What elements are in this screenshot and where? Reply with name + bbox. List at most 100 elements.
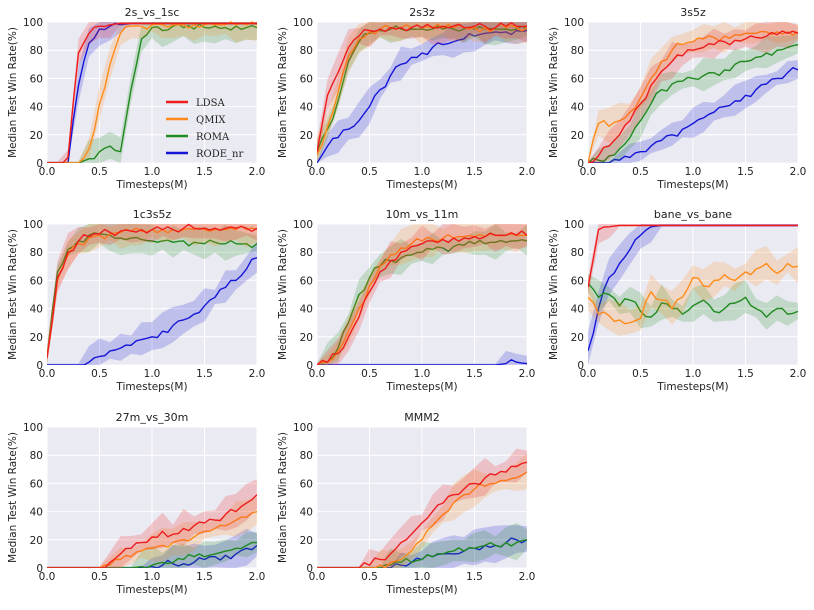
y-tick-label: 60	[300, 478, 313, 490]
series-line-roma	[588, 282, 798, 318]
x-tick-label: 1.5	[196, 571, 213, 583]
x-tick-label: 0.5	[361, 571, 378, 583]
band-ldsa	[47, 479, 257, 568]
x-tick-label: 1.0	[414, 571, 431, 583]
band-roma	[47, 22, 257, 163]
series-line-rode-nr	[47, 257, 257, 365]
legend: LDSA QMIX ROMA RODE_nr	[166, 98, 243, 160]
x-tick-label: 1.0	[685, 166, 702, 178]
y-axis-label: Median Test Win Rate(%)	[7, 432, 19, 563]
series-line-rode-nr	[588, 67, 798, 163]
series-line-roma	[47, 541, 257, 568]
y-tick-label: 80	[300, 450, 313, 462]
y-tick-label: 60	[571, 275, 584, 287]
legend-label: ROMA	[196, 132, 230, 143]
panel-7: 0.0 0.5 1.0 1.5 2.0 0 20 40 60 80 100 MMM2 Timesteps…	[277, 411, 535, 596]
y-axis-label: Median Test Win Rate(%)	[277, 229, 289, 360]
y-tick-label: 100	[293, 219, 313, 231]
y-axis-label: Median Test Win Rate(%)	[277, 27, 289, 158]
y-tick-label: 20	[300, 332, 313, 344]
y-tick-label: 0	[36, 360, 43, 372]
y-tick-label: 80	[30, 45, 43, 57]
y-tick-label: 20	[30, 535, 43, 547]
x-tick-label: 1.5	[466, 166, 483, 178]
panel-title: 3s5z	[680, 6, 706, 19]
y-tick-label: 100	[293, 422, 313, 434]
x-tick-label: 0.0	[309, 571, 326, 583]
band-roma	[588, 274, 798, 330]
series-line-roma	[317, 539, 527, 568]
x-tick-label: 2.0	[249, 571, 266, 583]
x-tick-label: 1.5	[196, 368, 213, 380]
y-tick-label: 80	[30, 450, 43, 462]
x-tick-label: 1.0	[414, 368, 431, 380]
series-line-qmix	[47, 510, 257, 568]
y-tick-label: 100	[23, 219, 43, 231]
band-rode-nr	[317, 22, 527, 163]
x-axis-label: Timesteps(M)	[656, 179, 728, 191]
y-tick-label: 40	[300, 102, 313, 114]
band-ldsa	[317, 224, 527, 365]
x-tick-label: 0.0	[309, 166, 326, 178]
y-tick-label: 0	[306, 563, 313, 575]
x-tick-label: 0.5	[632, 166, 649, 178]
band-ldsa	[317, 22, 527, 161]
y-tick-label: 0	[577, 360, 584, 372]
x-tick-label: 1.5	[737, 368, 754, 380]
series-line-ldsa	[317, 230, 527, 365]
x-axis-label: Timesteps(M)	[115, 584, 187, 596]
y-tick-label: 80	[571, 45, 584, 57]
x-tick-label: 1.0	[144, 166, 161, 178]
panel-6: 0.0 0.5 1.0 1.5 2.0 0 20 40 60 80 100 27m_vs_30m Tim…	[7, 411, 265, 596]
x-tick-label: 0.5	[361, 166, 378, 178]
x-tick-label: 1.0	[685, 368, 702, 380]
y-tick-label: 0	[577, 158, 584, 170]
band-rode-nr	[317, 525, 527, 568]
x-tick-label: 1.0	[144, 571, 161, 583]
y-tick-label: 100	[293, 17, 313, 29]
x-tick-label: 2.0	[249, 166, 266, 178]
x-tick-label: 0.5	[632, 368, 649, 380]
y-axis-label: Median Test Win Rate(%)	[277, 432, 289, 563]
y-tick-label: 40	[571, 304, 584, 316]
panel-title: bane_vs_bane	[654, 208, 732, 221]
x-tick-label: 0.5	[91, 571, 108, 583]
x-tick-label: 0.0	[309, 368, 326, 380]
y-tick-label: 40	[571, 102, 584, 114]
y-tick-label: 80	[571, 247, 584, 259]
panel-4: 0.0 0.5 1.0 1.5 2.0 0 20 40 60 80 100 10m_vs_11m Tim…	[277, 208, 535, 393]
band-roma	[317, 22, 527, 163]
y-tick-label: 60	[300, 275, 313, 287]
x-tick-label: 0.0	[39, 571, 56, 583]
band-qmix	[47, 224, 257, 365]
series-line-ldsa	[317, 22, 527, 152]
x-axis-label: Timesteps(M)	[385, 381, 457, 393]
panel-title: 2s3z	[409, 6, 435, 19]
y-tick-label: 100	[23, 422, 43, 434]
band-qmix	[317, 453, 527, 568]
y-tick-label: 20	[30, 130, 43, 142]
band-qmix	[317, 22, 527, 163]
y-tick-label: 40	[300, 304, 313, 316]
series-line-ldsa	[47, 494, 257, 568]
band-roma	[47, 532, 257, 568]
panel-title: MMM2	[404, 411, 439, 424]
band-ldsa	[588, 224, 798, 297]
panel-3: 0.0 0.5 1.0 1.5 2.0 0 20 40 60 80 100 1c3s5z Timeste…	[7, 208, 265, 393]
y-tick-label: 80	[300, 45, 313, 57]
y-tick-label: 60	[30, 275, 43, 287]
x-tick-label: 1.0	[144, 368, 161, 380]
y-tick-label: 0	[36, 158, 43, 170]
x-tick-label: 2.0	[519, 166, 536, 178]
legend-label: LDSA	[196, 98, 226, 109]
series-line-qmix	[317, 471, 527, 568]
x-axis-label: Timesteps(M)	[385, 179, 457, 191]
x-axis-label: Timesteps(M)	[656, 381, 728, 393]
y-tick-label: 0	[306, 360, 313, 372]
y-tick-label: 20	[571, 130, 584, 142]
series-line-qmix	[588, 30, 798, 163]
y-tick-label: 100	[23, 17, 43, 29]
y-tick-label: 60	[571, 73, 584, 85]
y-tick-label: 60	[30, 478, 43, 490]
